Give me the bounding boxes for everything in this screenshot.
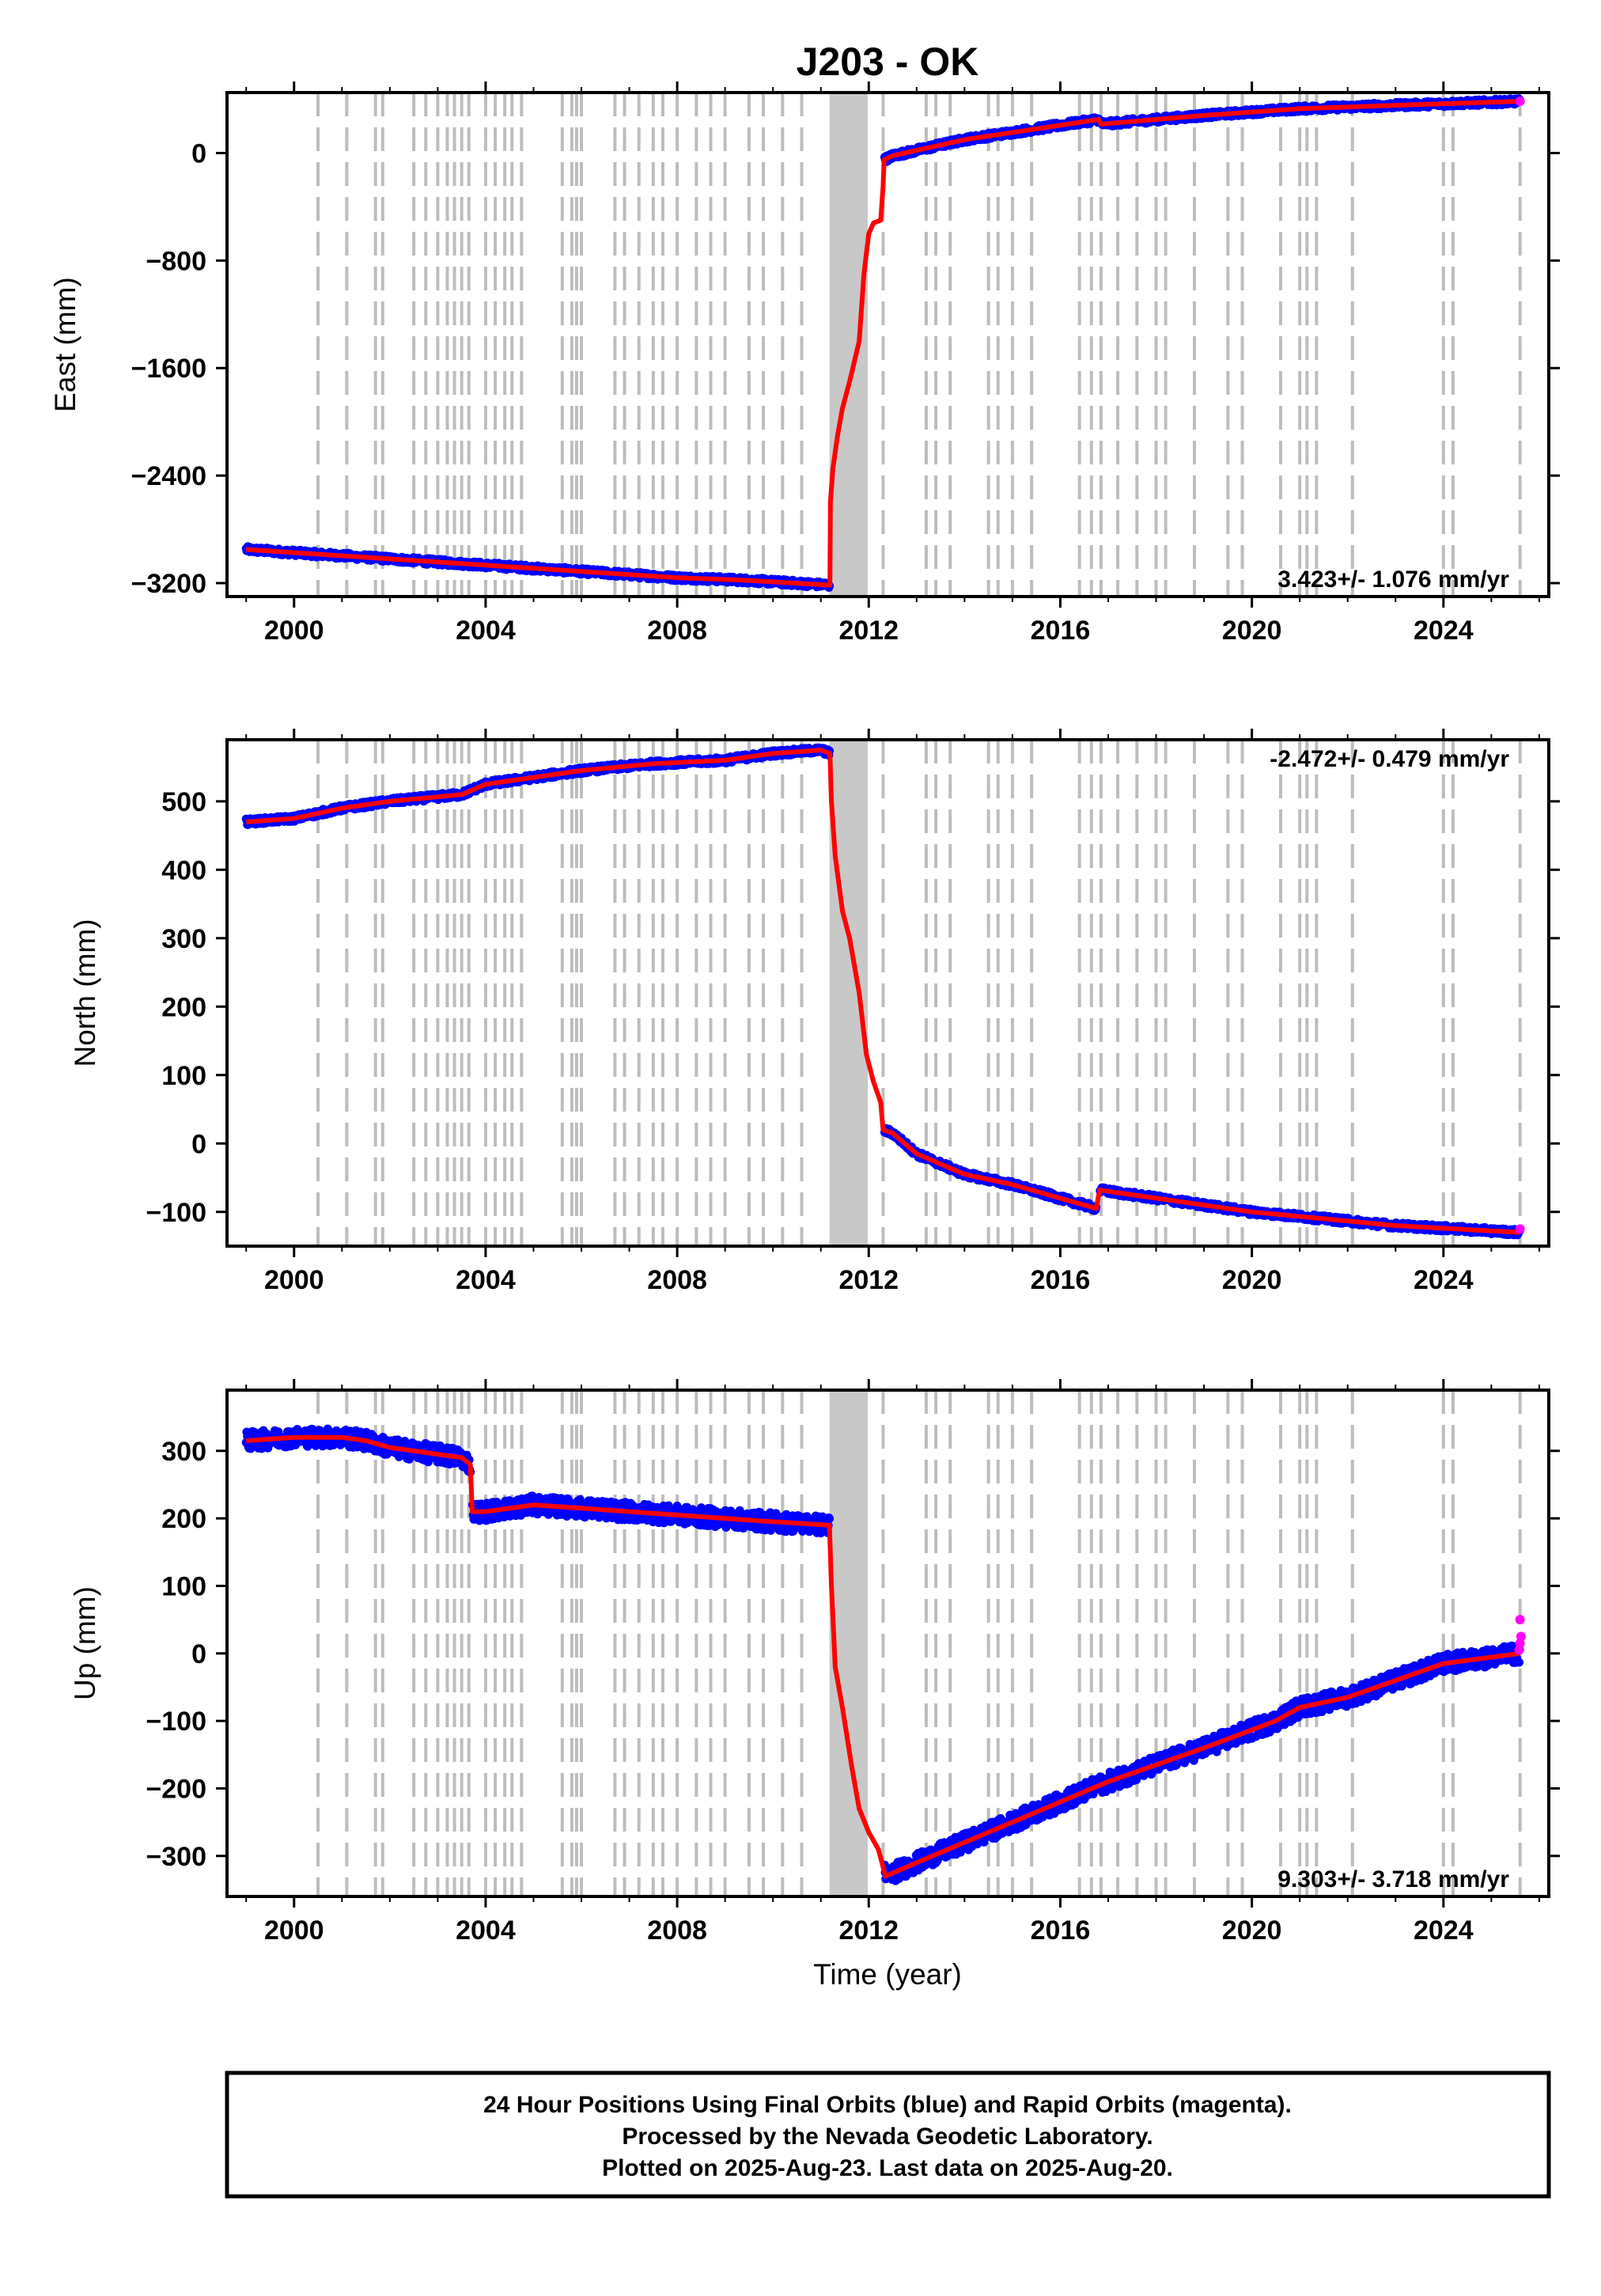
model-line — [246, 99, 1520, 588]
y-tick-label: −100 — [146, 1198, 206, 1228]
rate-annotation: 3.423+/- 1.076 mm/yr — [1277, 566, 1509, 593]
y-axis-label: North (mm) — [69, 919, 101, 1067]
x-tick-label: 2024 — [1414, 616, 1474, 646]
plot-frame — [225, 738, 1550, 1248]
north-panel: 2000 2004 2008 2012 2016 2020 2024500400300200… — [69, 729, 1560, 1295]
y-tick-label: 300 — [161, 924, 206, 954]
y-tick-label: 400 — [161, 855, 206, 885]
event-band — [829, 93, 869, 597]
rapid-orbit-point — [1515, 97, 1525, 107]
rapid-orbit-point — [1515, 1224, 1525, 1234]
up-panel: 2000 2004 2008 2012 2016 2020 20243002001000−1… — [69, 1379, 1560, 1946]
y-tick-label: 0 — [191, 138, 206, 169]
data-point — [323, 1424, 332, 1434]
plot-frame — [225, 91, 1550, 598]
y-tick-label: 500 — [161, 787, 206, 817]
y-axis-label: East (mm) — [49, 277, 81, 412]
x-tick-label: 2000 — [264, 616, 324, 646]
y-tick-label: −1600 — [131, 354, 207, 384]
y-tick-label: −800 — [146, 246, 206, 276]
rate-annotation: -2.472+/- 0.479 mm/yr — [1270, 746, 1509, 772]
x-tick-label: 2020 — [1222, 1265, 1282, 1295]
model-line — [245, 748, 1520, 1235]
y-tick-label: −2400 — [131, 461, 207, 491]
x-tick-label: 2004 — [456, 616, 516, 646]
x-tick-label: 2008 — [647, 1265, 707, 1295]
x-tick-label: 2004 — [456, 1265, 516, 1295]
event-band — [829, 740, 869, 1246]
y-tick-label: 100 — [161, 1061, 206, 1091]
x-tick-label: 2016 — [1031, 616, 1091, 646]
x-tick-label: 2024 — [1414, 1265, 1474, 1295]
x-tick-label: 2008 — [647, 616, 707, 646]
y-tick-label: 200 — [161, 992, 206, 1022]
x-tick-label: 2000 — [264, 1265, 324, 1295]
east-panel: 2000 2004 2008 2012 2016 2020 2024 0 −800 −1600 −2… — [49, 81, 1560, 646]
x-tick-label: 2012 — [838, 616, 899, 646]
y-tick-label: −3200 — [131, 569, 207, 599]
chart-title: J203 - OK — [797, 40, 979, 84]
x-tick-label: 2016 — [1031, 1265, 1091, 1295]
x-tick-label: 2012 — [838, 1265, 899, 1295]
x-tick-label: 2020 — [1222, 616, 1282, 646]
y-tick-label: 0 — [191, 1129, 206, 1159]
